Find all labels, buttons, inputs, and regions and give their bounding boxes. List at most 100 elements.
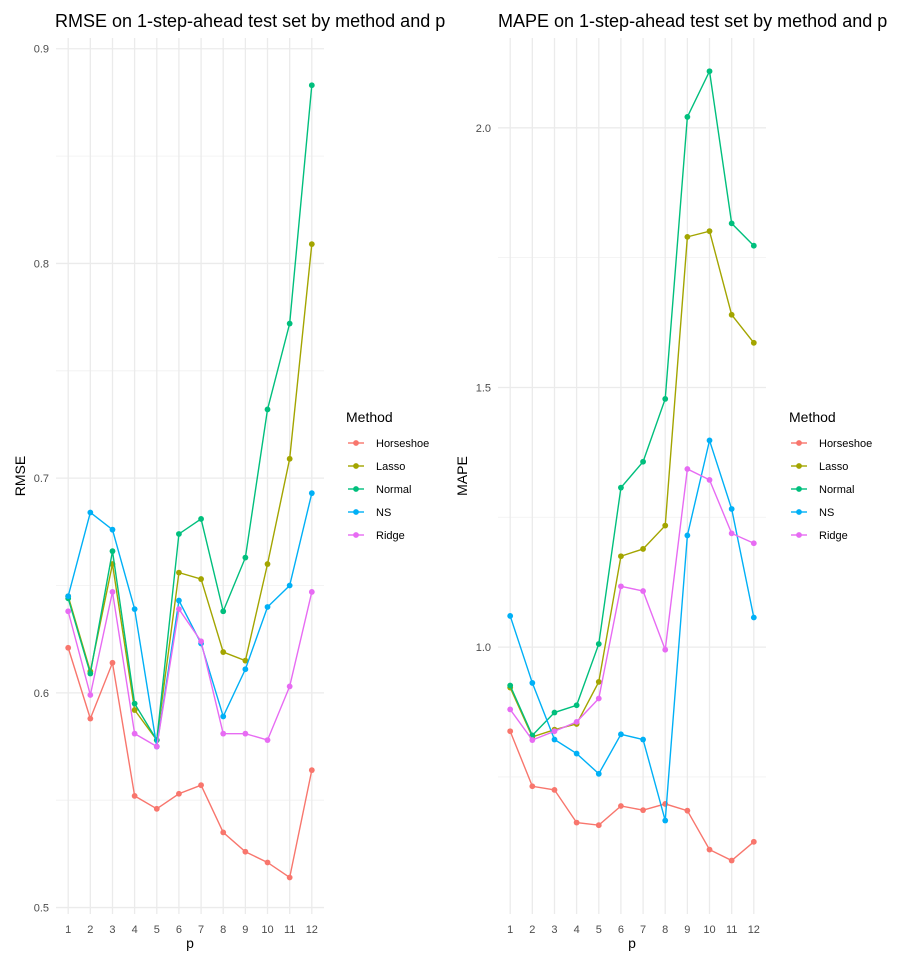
data-point-normal bbox=[507, 682, 514, 689]
data-point-lasso bbox=[706, 228, 713, 235]
legend-swatch-point bbox=[796, 463, 802, 469]
data-point-normal bbox=[662, 395, 669, 402]
y-tick-label: 0.5 bbox=[34, 903, 49, 915]
data-point-horseshoe bbox=[198, 782, 204, 789]
x-tick-label: 9 bbox=[242, 924, 248, 936]
x-tick-label: 7 bbox=[640, 924, 646, 936]
data-point-ns bbox=[220, 713, 227, 720]
data-point-ridge bbox=[87, 692, 94, 698]
data-point-horseshoe bbox=[507, 728, 514, 735]
data-point-horseshoe bbox=[573, 819, 580, 826]
series-line-ridge bbox=[509, 467, 755, 741]
x-tick-label: 3 bbox=[109, 924, 115, 936]
data-point-lasso bbox=[684, 233, 691, 240]
data-point-horseshoe bbox=[728, 857, 735, 864]
data-point-ns bbox=[264, 604, 271, 610]
x-tick-label: 5 bbox=[154, 924, 160, 936]
data-point-normal bbox=[198, 516, 204, 522]
data-point-lasso bbox=[640, 546, 646, 552]
data-point-lasso bbox=[242, 657, 249, 664]
data-point-ridge bbox=[551, 728, 558, 735]
data-point-horseshoe bbox=[551, 786, 558, 793]
legend-label: Horseshoe bbox=[819, 438, 872, 450]
series-line-lasso bbox=[509, 230, 755, 738]
data-point-ridge bbox=[109, 589, 116, 595]
data-point-ridge bbox=[706, 476, 713, 483]
data-point-lasso bbox=[750, 339, 757, 346]
data-point-normal bbox=[529, 732, 536, 739]
series-line-ns bbox=[67, 493, 313, 747]
y-tick-label: 0.9 bbox=[34, 44, 49, 56]
data-point-normal bbox=[109, 548, 116, 555]
data-point-ns bbox=[573, 750, 580, 757]
chart-title: RMSE on 1-step-ahead test set by method … bbox=[55, 11, 445, 31]
data-point-ns bbox=[595, 770, 602, 777]
data-point-ridge bbox=[286, 683, 293, 690]
data-point-horseshoe bbox=[529, 783, 536, 790]
x-tick-label: 4 bbox=[574, 924, 580, 936]
x-tick-label: 10 bbox=[261, 924, 273, 936]
data-point-normal bbox=[595, 641, 602, 647]
data-point-horseshoe bbox=[242, 848, 249, 855]
data-point-ridge bbox=[220, 730, 227, 737]
data-point-ridge bbox=[153, 743, 160, 750]
data-point-normal bbox=[286, 320, 293, 327]
data-point-ridge bbox=[242, 730, 249, 737]
x-tick-label: 8 bbox=[220, 924, 226, 936]
legend-label: Horseshoe bbox=[376, 438, 429, 450]
data-point-ns bbox=[750, 614, 757, 621]
data-point-normal bbox=[131, 700, 138, 707]
legend-item-normal: Normal bbox=[348, 484, 411, 496]
data-point-horseshoe bbox=[131, 793, 138, 799]
legend-swatch-point bbox=[796, 532, 802, 538]
x-tick-label: 11 bbox=[726, 924, 737, 936]
x-axis-title: p bbox=[628, 935, 636, 951]
data-point-normal bbox=[750, 242, 757, 249]
legend-label: Normal bbox=[376, 484, 411, 496]
data-point-ridge bbox=[684, 466, 691, 472]
data-point-ridge bbox=[65, 608, 72, 615]
data-point-ns bbox=[109, 526, 116, 533]
x-tick-label: 1 bbox=[507, 924, 513, 936]
data-point-ridge bbox=[198, 638, 204, 645]
legend: Method Horseshoe Lasso Normal NS Ridge bbox=[346, 409, 429, 542]
data-point-horseshoe bbox=[65, 644, 72, 651]
legend-label: Lasso bbox=[376, 461, 405, 473]
data-point-ridge bbox=[618, 583, 624, 590]
data-point-normal bbox=[242, 554, 249, 561]
x-tick-label: 2 bbox=[529, 924, 535, 936]
data-point-horseshoe bbox=[595, 822, 602, 829]
data-point-horseshoe bbox=[618, 803, 624, 809]
legend-label: NS bbox=[819, 507, 834, 519]
legend-swatch-point bbox=[353, 486, 359, 492]
legend-label: Ridge bbox=[819, 530, 848, 542]
data-point-lasso bbox=[308, 241, 315, 248]
legend-label: Lasso bbox=[819, 461, 848, 473]
data-point-horseshoe bbox=[220, 829, 227, 836]
data-point-ns bbox=[551, 736, 558, 743]
data-point-ridge bbox=[750, 540, 757, 547]
data-point-ridge bbox=[176, 606, 182, 613]
data-point-ns bbox=[618, 731, 624, 738]
legend-item-horseshoe: Horseshoe bbox=[348, 438, 429, 450]
x-tick-label: 9 bbox=[684, 924, 690, 936]
data-point-lasso bbox=[728, 311, 735, 318]
legend-swatch-point bbox=[353, 440, 359, 446]
legend-title: Method bbox=[346, 409, 393, 425]
x-tick-label: 2 bbox=[87, 924, 93, 936]
data-point-ridge bbox=[662, 646, 669, 653]
data-point-ridge bbox=[640, 588, 646, 594]
data-point-normal bbox=[87, 670, 94, 677]
legend-label: NS bbox=[376, 507, 391, 519]
y-tick-label: 0.8 bbox=[34, 258, 49, 270]
series-line-horseshoe bbox=[67, 647, 313, 879]
x-tick-label: 6 bbox=[618, 924, 624, 936]
data-point-ns bbox=[529, 680, 536, 686]
data-point-ridge bbox=[573, 718, 580, 725]
data-point-ns bbox=[684, 532, 691, 539]
data-point-lasso bbox=[176, 569, 182, 576]
x-tick-label: 1 bbox=[65, 924, 71, 936]
